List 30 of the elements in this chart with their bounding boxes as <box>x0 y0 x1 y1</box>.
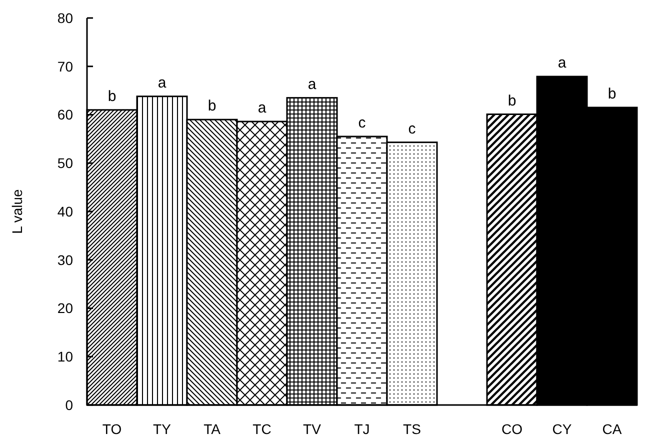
x-tick-label: TO <box>102 421 122 437</box>
annotation: a <box>558 54 567 72</box>
y-tick-label: 60 <box>57 106 74 123</box>
x-tick-label: CA <box>602 421 622 437</box>
annotation: c <box>358 114 366 132</box>
x-tick-label: CY <box>552 421 572 437</box>
annotation: a <box>158 74 167 92</box>
y-tick-label: 0 <box>65 396 74 413</box>
x-tick-label: TS <box>403 421 421 437</box>
annotation: c <box>408 120 416 138</box>
x-tick-label: TV <box>303 421 322 437</box>
y-tick-label: 20 <box>57 300 74 316</box>
annotation: b <box>608 85 616 102</box>
x-tick-label: TC <box>252 421 272 437</box>
x-tick-label: CO <box>502 421 523 437</box>
annotation: b <box>208 98 216 115</box>
annotation: a <box>308 76 317 93</box>
annotation: b <box>508 92 516 110</box>
x-tick-label: TA <box>204 421 222 437</box>
y-tick-label: 10 <box>57 348 74 365</box>
y-tick-label: 70 <box>57 58 74 74</box>
annotation: b <box>108 88 116 105</box>
y-axis-title: L value <box>9 188 25 234</box>
y-tick-label: 40 <box>57 203 74 220</box>
y-tick-label: 50 <box>57 155 74 172</box>
y-tick-label: 30 <box>57 252 74 268</box>
annotation: a <box>258 100 267 117</box>
x-tick-label: TY <box>153 421 172 437</box>
y-tick-label: 80 <box>57 10 74 26</box>
x-tick-label: TJ <box>354 421 370 437</box>
